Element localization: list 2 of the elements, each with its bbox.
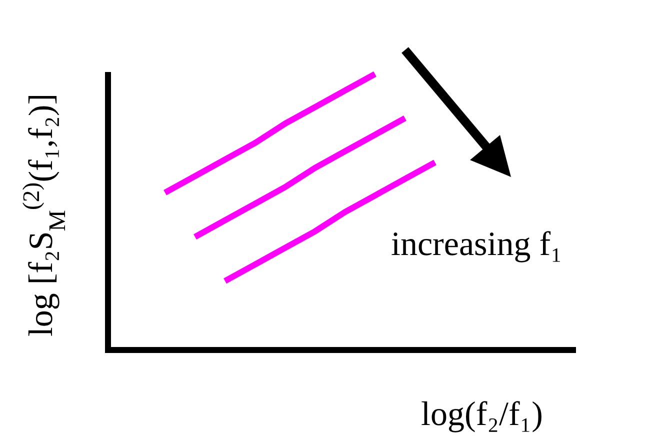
annotation: increasing f₁ — [391, 226, 562, 263]
x-axis-title: log(f₂/f₁) — [421, 396, 543, 433]
